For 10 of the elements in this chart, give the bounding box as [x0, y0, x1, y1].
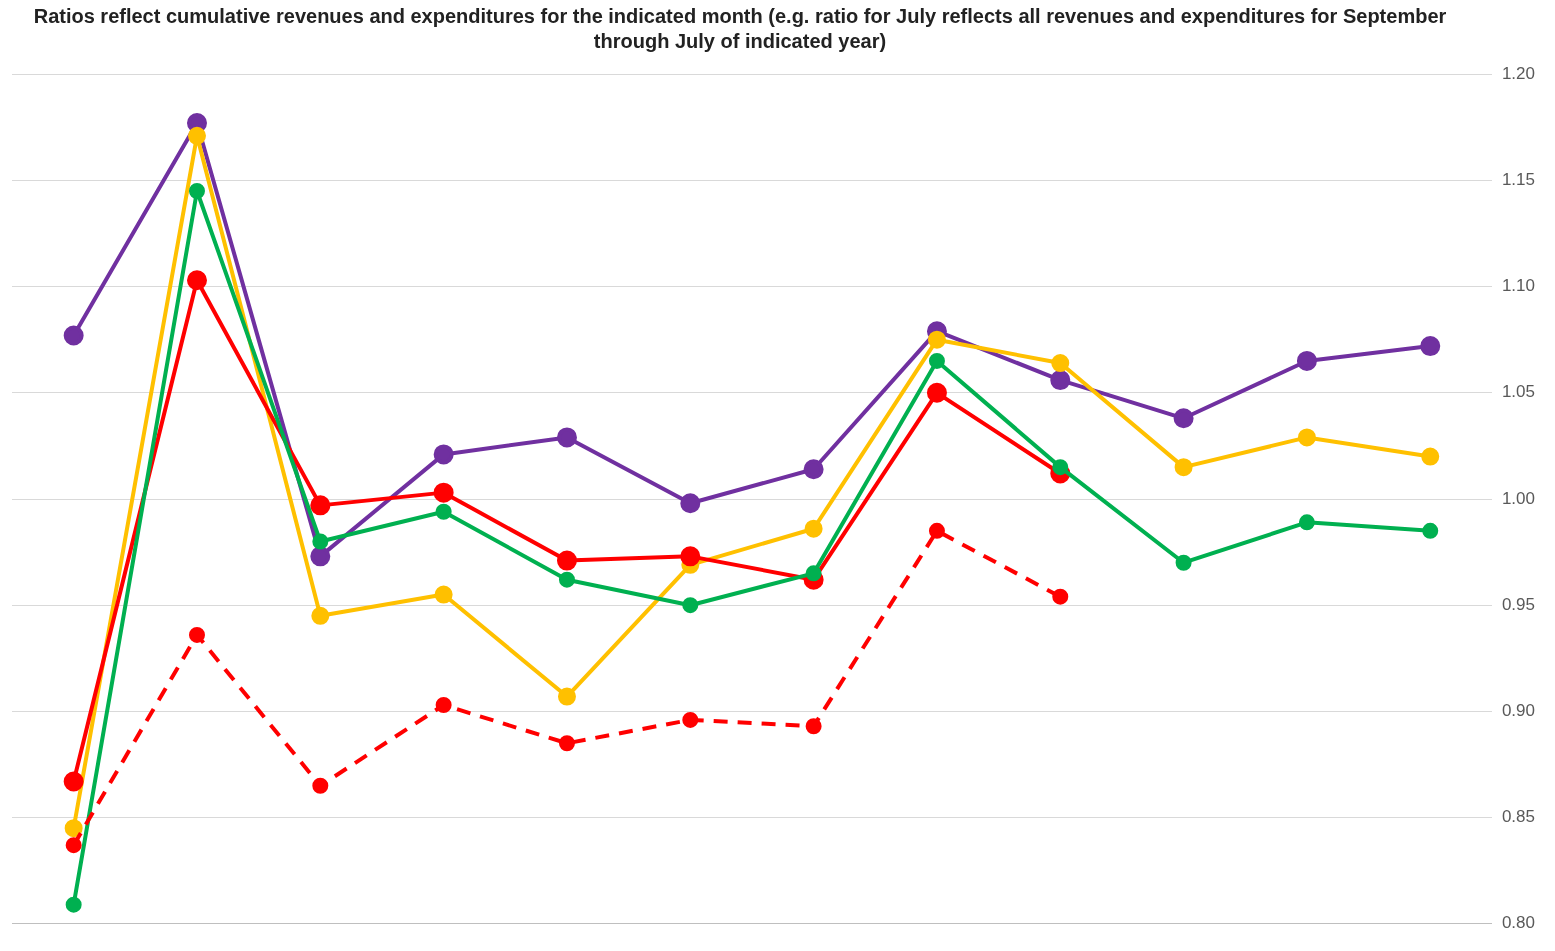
y-tick-label: 1.20	[1501, 63, 1536, 83]
y-tick-label: 1.10	[1501, 276, 1536, 296]
y-tick-label: 0.80	[1501, 913, 1536, 933]
y-tick-label: 1.15	[1501, 170, 1536, 190]
chart-title: Ratios reflect cumulative revenues and expenditures for the indicated month (e.g. ratio for July reflects all revenues and expenditures for September through July of indicated year)	[32, 4, 1448, 54]
y-tick-label: 1.05	[1501, 382, 1536, 402]
y-tick-label: 0.85	[1501, 807, 1536, 827]
y-tick-label: 1.00	[1501, 488, 1536, 508]
y-tick-label: 0.95	[1501, 594, 1536, 614]
y-tick-label: 0.90	[1501, 701, 1536, 721]
